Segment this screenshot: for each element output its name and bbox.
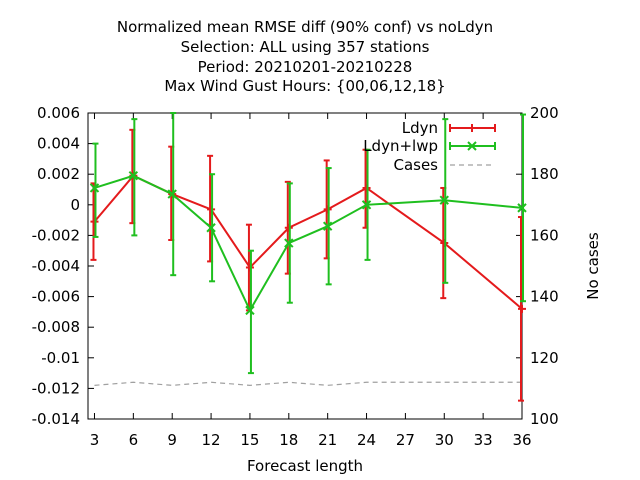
y-tick-label: -0.01 (41, 349, 80, 367)
series-cases (94, 381, 522, 386)
y2-axis: 100 120 140 160 180 200 (516, 104, 559, 428)
point-ldyn (245, 263, 254, 272)
point-ldyn-lwp (206, 223, 216, 233)
point-ldyn-lwp (128, 171, 139, 181)
y2-tick-label: 120 (530, 349, 559, 367)
y-tick-label: 0.002 (37, 165, 80, 183)
x-tick-label: 27 (396, 431, 415, 449)
point-ldyn (90, 217, 99, 226)
y2-axis-label: No cases (584, 232, 602, 300)
x-tick-label: 36 (512, 431, 531, 449)
x-tick-label: 18 (279, 431, 298, 449)
y2-tick-label: 140 (530, 288, 559, 306)
x-tick-label: 30 (435, 431, 454, 449)
y2-tick-label: 200 (530, 104, 559, 122)
point-ldyn (362, 183, 371, 192)
series-ldyn (90, 128, 526, 402)
y-tick-label: 0 (70, 196, 80, 214)
y-tick-label: -0.008 (32, 318, 80, 336)
y-tick-label: 0.006 (37, 104, 80, 122)
point-ldyn-lwp (245, 305, 255, 316)
x-axis: 3 6 9 12 15 18 21 24 27 30 33 36 (90, 113, 532, 449)
x-tick-label: 15 (240, 431, 259, 449)
point-ldyn-lwp (167, 189, 177, 199)
point-ldyn (518, 304, 526, 313)
y-tick-label: 0.004 (37, 135, 80, 153)
legend-label-ldyn-lwp: Ldyn+lwp (363, 137, 438, 155)
chart-title: Normalized mean RMSE diff (90% conf) vs … (117, 18, 493, 95)
x-axis-label: Forecast length (247, 457, 363, 475)
y2-tick-label: 180 (530, 165, 559, 183)
legend-marker-ldyn (468, 124, 476, 132)
title-line-2: Selection: ALL using 357 stations (181, 38, 430, 56)
y2-tick-label: 160 (530, 226, 559, 244)
y2-tick-label: 100 (530, 410, 559, 428)
title-line-3: Period: 20210201-20210228 (198, 58, 413, 76)
point-ldyn-lwp (284, 238, 294, 248)
series-line-cases (94, 381, 522, 386)
x-tick-label: 6 (129, 431, 139, 449)
point-ldyn-lwp (439, 195, 449, 205)
point-ldyn-lwp (322, 221, 333, 231)
title-line-1: Normalized mean RMSE diff (90% conf) vs … (117, 18, 493, 36)
series-ldyn-lwp (89, 112, 527, 375)
legend-label-cases: Cases (393, 156, 438, 174)
legend-label-ldyn: Ldyn (402, 119, 438, 137)
point-ldyn-lwp (361, 200, 372, 210)
y-tick-label: -0.006 (32, 288, 80, 306)
legend: Ldyn Ldyn+lwp Cases (363, 119, 496, 174)
y-tick-label: -0.004 (32, 257, 80, 275)
series-line-ldyn-lwp (94, 174, 523, 313)
title-line-4: Max Wind Gust Hours: {00,06,12,18} (164, 77, 445, 95)
x-tick-label: 21 (318, 431, 337, 449)
x-tick-label: 3 (90, 431, 100, 449)
legend-marker-ldyn-lwp (467, 141, 477, 151)
y-tick-label: -0.014 (32, 410, 80, 428)
y-axis: -0.014 -0.012 -0.01 -0.008 -0.006 -0.004 -0.00… (32, 104, 94, 428)
x-tick-label: 9 (167, 431, 177, 449)
x-tick-label: 24 (357, 431, 376, 449)
point-ldyn-lwp (89, 183, 100, 193)
plot-frame (87, 112, 523, 420)
series-line-ldyn (93, 174, 523, 310)
series-layer (89, 112, 527, 402)
x-tick-label: 33 (474, 431, 493, 449)
point-ldyn-lwp (517, 203, 527, 213)
y-tick-label: -0.012 (32, 379, 80, 397)
y-tick-label: -0.002 (32, 226, 80, 244)
x-tick-label: 12 (202, 431, 221, 449)
